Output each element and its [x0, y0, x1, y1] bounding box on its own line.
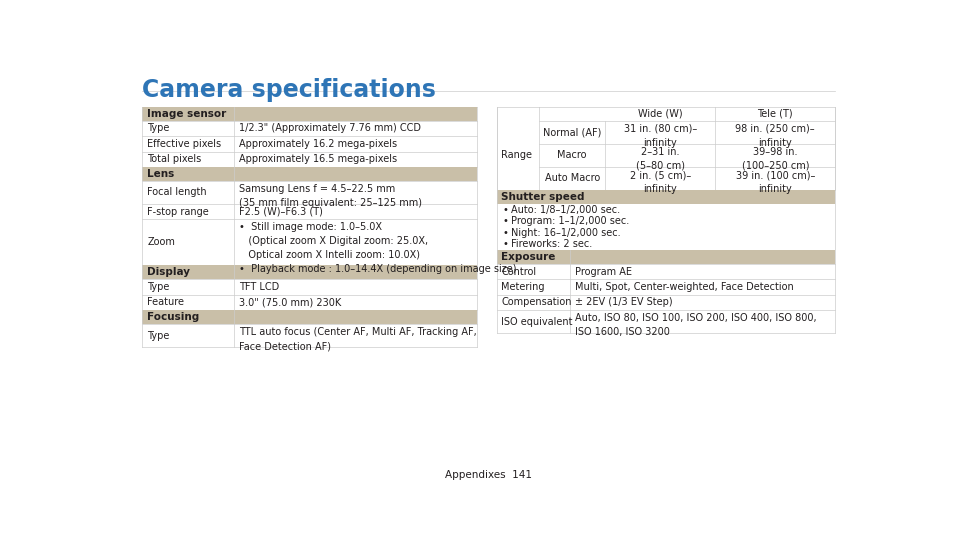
Text: TFT LCD: TFT LCD	[238, 282, 278, 292]
Text: •: •	[502, 228, 508, 238]
Text: Exposure: Exposure	[500, 252, 555, 262]
Text: Auto: 1/8–1/2,000 sec.: Auto: 1/8–1/2,000 sec.	[511, 204, 619, 214]
Text: F-stop range: F-stop range	[147, 207, 209, 217]
Text: 39–98 in.
(100–250 cm): 39–98 in. (100–250 cm)	[740, 147, 808, 171]
Text: ISO equivalent: ISO equivalent	[500, 317, 572, 327]
Text: Tele (T): Tele (T)	[757, 109, 792, 119]
Text: Samsung Lens f = 4.5–22.5 mm
(35 mm film equivalent: 25–125 mm): Samsung Lens f = 4.5–22.5 mm (35 mm film…	[238, 184, 421, 208]
Bar	[142, 107, 476, 121]
Text: Effective pixels: Effective pixels	[147, 139, 221, 149]
Text: Camera specifications: Camera specifications	[142, 77, 436, 101]
Text: 2–31 in.
(5–80 cm): 2–31 in. (5–80 cm)	[635, 147, 684, 171]
Text: Wide (W): Wide (W)	[638, 109, 681, 119]
Text: Auto, ISO 80, ISO 100, ISO 200, ISO 400, ISO 800,
ISO 1600, ISO 3200: Auto, ISO 80, ISO 100, ISO 200, ISO 400,…	[575, 313, 816, 337]
Text: F2.5 (W)–F6.3 (T): F2.5 (W)–F6.3 (T)	[238, 207, 322, 217]
Text: Shutter speed: Shutter speed	[500, 192, 584, 202]
Text: Program AE: Program AE	[575, 267, 631, 277]
Text: •: •	[502, 216, 508, 226]
Text: Metering: Metering	[500, 282, 544, 292]
Text: 2 in. (5 cm)–
infinity: 2 in. (5 cm)– infinity	[629, 170, 690, 194]
Text: Focal length: Focal length	[147, 187, 207, 197]
Text: Zoom: Zoom	[147, 237, 174, 247]
Text: Approximately 16.5 mega-pixels: Approximately 16.5 mega-pixels	[238, 154, 396, 164]
Text: Feature: Feature	[147, 297, 184, 307]
Text: Night: 16–1/2,000 sec.: Night: 16–1/2,000 sec.	[511, 228, 620, 238]
Text: 39 in. (100 cm)–
infinity: 39 in. (100 cm)– infinity	[735, 170, 814, 194]
Text: 3.0" (75.0 mm) 230K: 3.0" (75.0 mm) 230K	[238, 297, 340, 307]
Text: Lens: Lens	[147, 169, 174, 179]
Text: Normal (AF): Normal (AF)	[542, 128, 600, 137]
Text: 31 in. (80 cm)–
infinity: 31 in. (80 cm)– infinity	[623, 124, 696, 148]
Text: Control: Control	[500, 267, 536, 277]
Text: •  Still image mode: 1.0–5.0X
   (Optical zoom X Digital zoom: 25.0X,
   Optical: • Still image mode: 1.0–5.0X (Optical zo…	[238, 222, 516, 275]
Text: Type: Type	[147, 282, 170, 292]
Bar	[142, 310, 476, 324]
Text: Total pixels: Total pixels	[147, 154, 201, 164]
Text: 98 in. (250 cm)–
infinity: 98 in. (250 cm)– infinity	[735, 124, 814, 148]
Text: 1/2.3" (Approximately 7.76 mm) CCD: 1/2.3" (Approximately 7.76 mm) CCD	[238, 124, 420, 134]
Bar	[497, 190, 835, 204]
Text: Display: Display	[147, 267, 190, 277]
Text: Approximately 16.2 mega-pixels: Approximately 16.2 mega-pixels	[238, 139, 396, 149]
Bar	[142, 167, 476, 181]
Text: Multi, Spot, Center-weighted, Face Detection: Multi, Spot, Center-weighted, Face Detec…	[575, 282, 793, 292]
Text: Macro: Macro	[557, 150, 586, 160]
Text: Image sensor: Image sensor	[147, 109, 226, 119]
Text: Focusing: Focusing	[147, 312, 199, 322]
Bar	[497, 250, 835, 264]
Text: Compensation: Compensation	[500, 297, 571, 307]
Text: Auto Macro: Auto Macro	[544, 173, 599, 183]
Text: TTL auto focus (Center AF, Multi AF, Tracking AF,
Face Detection AF): TTL auto focus (Center AF, Multi AF, Tra…	[238, 327, 476, 351]
Text: Type: Type	[147, 330, 170, 340]
Text: ± 2EV (1/3 EV Step): ± 2EV (1/3 EV Step)	[575, 297, 672, 307]
Text: Type: Type	[147, 124, 170, 134]
Bar	[142, 266, 476, 280]
Text: •: •	[502, 204, 508, 214]
Text: Range: Range	[500, 150, 532, 160]
Text: •: •	[502, 240, 508, 250]
Text: Appendixes  141: Appendixes 141	[445, 470, 532, 480]
Text: Fireworks: 2 sec.: Fireworks: 2 sec.	[511, 240, 592, 250]
Text: Program: 1–1/2,000 sec.: Program: 1–1/2,000 sec.	[511, 216, 629, 226]
